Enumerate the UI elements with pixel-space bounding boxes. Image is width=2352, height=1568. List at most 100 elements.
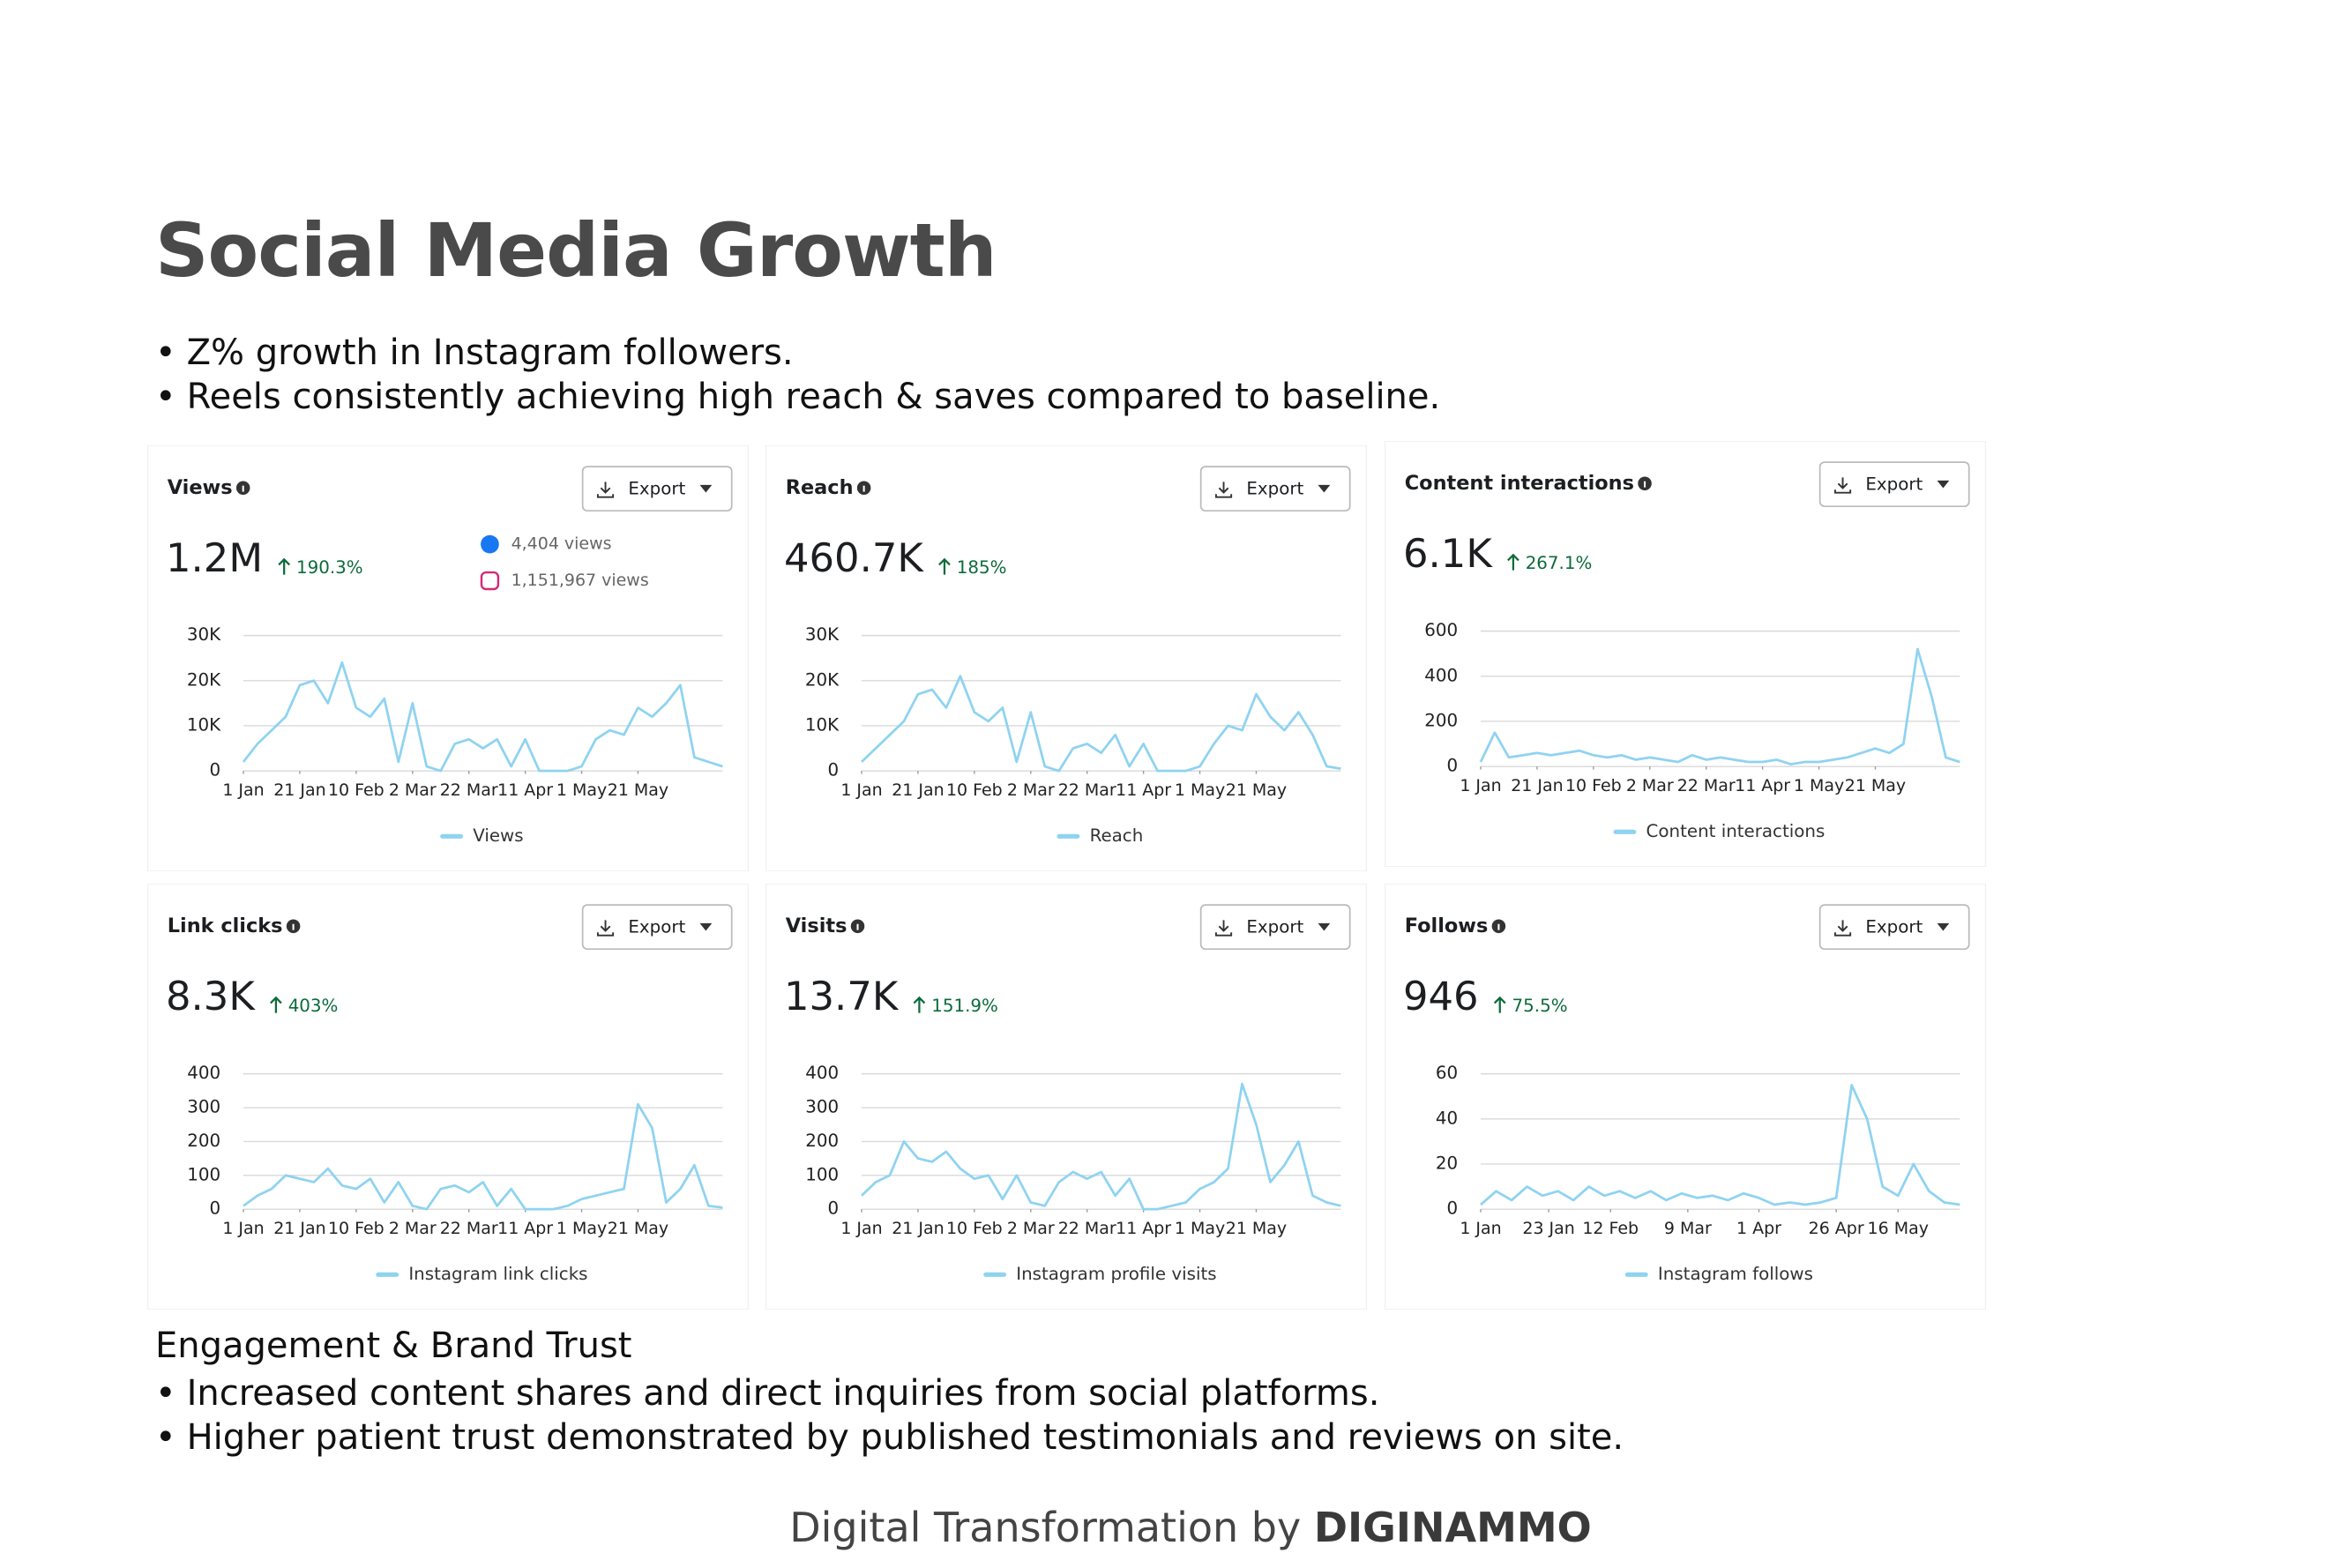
panel-background [765,884,1367,1310]
x-tick-label: 1 May [556,1219,607,1238]
x-tick-label: 10 Feb [328,780,385,800]
y-tick-label: 200 [1424,710,1458,730]
x-tick-label: 11 Apr [1116,780,1171,800]
change-value: 75.5% [1512,996,1568,1016]
x-tick-label: 11 Apr [1116,1219,1171,1238]
series-line [861,1082,1341,1211]
x-tick-label: 2 Mar [1626,776,1674,795]
up-arrow [1493,996,1506,1013]
y-tick-label: 400 [187,1063,220,1083]
y-tick-label: 20 [1436,1153,1458,1173]
dropdown-caret [699,922,713,931]
x-tick-label: 1 Jan [222,1219,264,1238]
breakdown-label: 1,151,967 views [511,571,649,590]
export-label[interactable]: Export [1865,917,1923,937]
export-button[interactable] [581,466,733,512]
panel-background [147,884,749,1310]
legend-label: Views [473,825,523,846]
download-icon [1214,920,1233,937]
x-tick-label: 21 May [1226,780,1287,800]
section-heading: Engagement & Brand Trust [155,1325,632,1366]
y-tick-label: 60 [1436,1063,1458,1083]
chart-title: Follows [1405,915,1489,937]
export-button[interactable] [1199,466,1351,512]
change-value: 190.3% [296,557,363,578]
x-tick-label: 1 May [1794,776,1844,795]
change-value: 403% [288,996,339,1016]
y-tick-label: 200 [805,1131,839,1151]
download-icon [1833,477,1852,494]
export-label[interactable]: Export [1865,474,1923,495]
y-tick-label: 0 [209,760,220,780]
footer-text: Digital Transformation by [789,1504,1302,1551]
x-tick-label: 22 Mar [1058,780,1116,800]
export-button[interactable] [1818,461,1970,508]
download-icon [596,920,615,937]
chart-panel: Content interactions Export 6.1K 267.1% 0 200… [1385,441,1986,867]
dropdown-caret [1318,484,1331,493]
x-tick-label: 22 Mar [440,780,498,800]
x-tick-label: 23 Jan [1522,1219,1574,1238]
x-tick-label: 10 Feb [946,1219,1003,1238]
export-button[interactable] [1199,904,1351,951]
chart-title: Reach [786,476,854,499]
export-label[interactable]: Export [1246,479,1303,499]
x-tick-label: 26 Apr [1809,1219,1864,1238]
x-tick-label: 2 Mar [1007,780,1055,800]
up-arrow [1507,553,1519,571]
download-icon [596,482,615,498]
chart-panel: Reach Export 460.7K 185% 0 10K 20K 30K 1 Jan 21 J… [765,445,1367,871]
x-tick-label: 11 Apr [497,780,553,800]
chart-panel: Link clicks Export 8.3K 403% 0 100 200 300 400 1 … [147,884,749,1310]
panel-background [147,445,749,871]
panel-background [1385,441,1986,867]
total-value: 1.2M [166,534,263,581]
y-tick-label: 100 [187,1164,220,1184]
x-tick-label: 1 Jan [222,780,264,800]
legend-label: Instagram follows [1658,1264,1813,1284]
change-value: 185% [957,557,1007,578]
bullet: Increased content shares and direct inqu… [155,1371,1624,1415]
x-tick-label: 11 Apr [1735,776,1790,795]
series-line [861,675,1341,773]
x-tick-label: 1 May [556,780,607,800]
export-label[interactable]: Export [628,917,685,937]
bullet-list: Increased content shares and direct inqu… [155,1371,1624,1460]
x-tick-label: 10 Feb [1565,776,1622,795]
x-tick-label: 21 Jan [892,780,944,800]
x-tick-label: 9 Mar [1664,1219,1712,1238]
export-button[interactable] [1818,904,1970,951]
bullet: Z% growth in Instagram followers. [155,331,1440,375]
y-tick-label: 30K [805,624,840,645]
x-tick-label: 21 Jan [892,1219,944,1238]
y-tick-label: 0 [1446,756,1458,776]
chart-title: Link clicks [168,915,283,937]
total-value: 460.7K [784,534,924,581]
x-tick-label: 22 Mar [1058,1219,1116,1238]
dropdown-caret [1318,922,1331,931]
export-label[interactable]: Export [628,479,685,499]
x-tick-label: 10 Feb [328,1219,385,1238]
y-tick-label: 0 [827,760,839,780]
up-arrow [278,557,291,575]
series-line [1479,647,1960,765]
chart-panel: Views Export 1.2M 190.3% 4,404 views 1,151,96… [147,445,749,871]
x-tick-label: 21 May [608,1219,668,1238]
x-tick-label: 16 May [1868,1219,1929,1238]
total-value: 13.7K [784,973,900,1019]
export-button[interactable] [581,904,733,951]
bullet: Reels consistently achieving high reach … [155,375,1441,419]
x-tick-label: 10 Feb [946,780,1003,800]
x-tick-label: 2 Mar [1007,1219,1055,1238]
bullet: Higher patient trust demonstrated by pub… [155,1415,1624,1460]
x-tick-label: 21 Jan [1511,776,1563,795]
download-icon [1214,482,1233,498]
export-label[interactable]: Export [1246,917,1303,937]
x-tick-label: 21 Jan [273,780,325,800]
y-tick-label: 10K [187,714,221,735]
x-tick-label: 1 Jan [1460,776,1501,795]
y-tick-label: 200 [187,1131,220,1151]
instagram-icon [480,571,500,591]
y-tick-label: 300 [805,1097,839,1117]
x-tick-label: 11 Apr [497,1219,553,1238]
